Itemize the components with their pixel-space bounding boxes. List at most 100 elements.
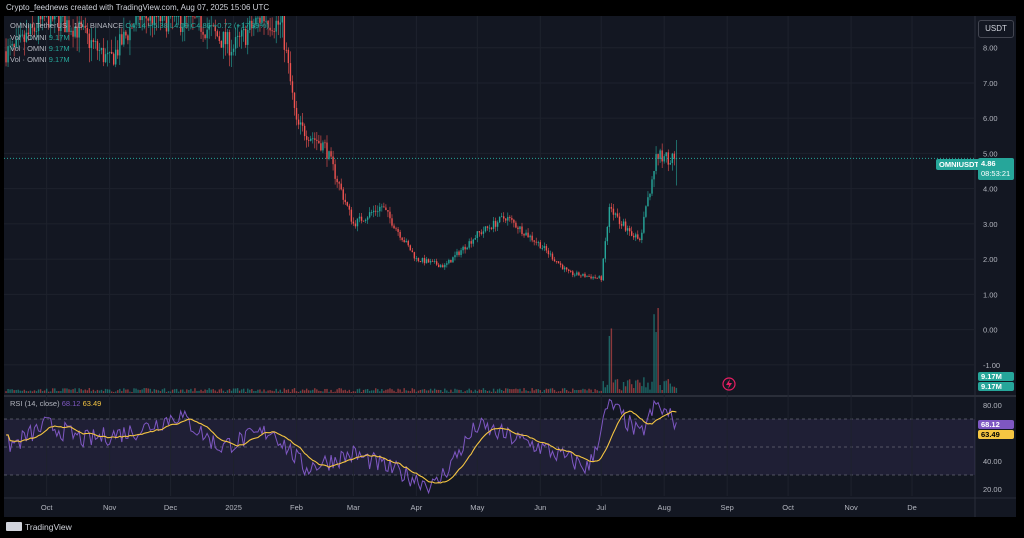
tradingview-logo[interactable]: TradingView xyxy=(6,522,72,532)
candle xyxy=(242,28,245,31)
candle xyxy=(600,276,602,281)
candle xyxy=(498,216,501,223)
price-axis-label: 5.00 xyxy=(983,149,998,158)
candle xyxy=(171,16,174,17)
volume-bar xyxy=(521,391,523,393)
volume-bar xyxy=(135,388,137,393)
volume-bar xyxy=(175,388,178,393)
volume-bar xyxy=(535,389,537,393)
volume-bar xyxy=(222,390,225,393)
volume-bar xyxy=(96,389,99,393)
volume-bar xyxy=(415,391,418,393)
volume-bar xyxy=(659,384,661,393)
volume-bar xyxy=(433,388,436,393)
volume-bar xyxy=(616,379,619,393)
candle xyxy=(586,276,588,277)
volume-bar xyxy=(356,389,359,393)
candle xyxy=(565,267,568,270)
candle xyxy=(173,16,176,17)
candle xyxy=(177,16,180,17)
candle xyxy=(346,202,349,206)
candle xyxy=(496,222,499,227)
volume-bar xyxy=(299,390,302,393)
candle xyxy=(429,261,432,263)
volume-bar xyxy=(431,390,434,393)
candle xyxy=(31,23,34,28)
volume-bar xyxy=(259,389,261,393)
volume-bar xyxy=(277,391,279,393)
candle xyxy=(17,37,19,40)
candle xyxy=(559,263,562,265)
candle xyxy=(478,231,481,233)
rsi-legend-value: 68.12 xyxy=(61,399,81,408)
candle xyxy=(492,220,495,229)
candle xyxy=(60,16,62,32)
candle xyxy=(574,274,576,276)
candle xyxy=(45,16,48,17)
volume-bar xyxy=(366,388,369,393)
candle xyxy=(661,150,663,162)
candle xyxy=(517,227,519,230)
volume-bar xyxy=(127,389,129,393)
volume-bar xyxy=(208,388,210,393)
candle xyxy=(76,26,78,38)
volume-bar xyxy=(423,389,426,393)
candle xyxy=(651,179,653,194)
volume-bar xyxy=(647,382,649,393)
volume-bar xyxy=(474,389,476,393)
volume-bar xyxy=(220,388,223,393)
volume-bar xyxy=(297,391,300,393)
candle xyxy=(133,24,135,28)
candle xyxy=(314,138,316,140)
volume-bar xyxy=(639,382,641,393)
volume-bar xyxy=(52,388,54,393)
last-price-tag: 4.86 08:53:21 xyxy=(978,158,1014,180)
volume-bar xyxy=(64,388,66,393)
candle xyxy=(366,217,369,220)
volume-bar xyxy=(614,379,617,393)
candle xyxy=(635,234,637,238)
volume-bar xyxy=(641,386,643,393)
candle xyxy=(551,253,554,260)
candle xyxy=(251,20,253,29)
candle xyxy=(269,27,271,31)
volume-bar xyxy=(84,389,86,393)
volume-bar xyxy=(462,391,464,393)
volume-bar xyxy=(192,391,194,393)
volume-bar xyxy=(665,380,667,393)
volume-bar xyxy=(17,389,19,393)
candle xyxy=(608,207,611,227)
candle xyxy=(184,16,186,28)
volume-bar xyxy=(7,388,9,393)
lightning-icon[interactable] xyxy=(722,377,736,391)
volume-bar xyxy=(620,390,623,393)
candle xyxy=(342,189,344,200)
tradingview-logo-icon xyxy=(6,522,22,531)
volume-legend-1: Vol · OMNI 9.17M xyxy=(10,33,70,42)
volume-bar xyxy=(649,389,651,393)
candle xyxy=(334,164,336,179)
volume-bar xyxy=(210,389,212,393)
candle xyxy=(397,229,399,232)
currency-button[interactable]: USDT xyxy=(978,20,1014,38)
candle xyxy=(604,241,606,259)
volume-bar xyxy=(348,389,351,393)
volume-bar xyxy=(11,389,13,393)
candle xyxy=(655,154,657,172)
candle xyxy=(375,210,377,212)
volume-bar xyxy=(507,388,509,393)
candle xyxy=(108,51,111,53)
candle xyxy=(423,258,426,264)
volume-bar xyxy=(334,391,336,393)
volume-bar xyxy=(143,388,145,393)
volume-bar xyxy=(41,390,44,393)
volume-bar xyxy=(23,389,26,393)
candle xyxy=(190,16,192,17)
volume-bar xyxy=(5,391,7,393)
volume-bar xyxy=(452,391,454,393)
candle xyxy=(330,151,332,157)
volume-bar xyxy=(125,389,127,393)
candle xyxy=(112,53,115,65)
candle xyxy=(612,208,615,215)
